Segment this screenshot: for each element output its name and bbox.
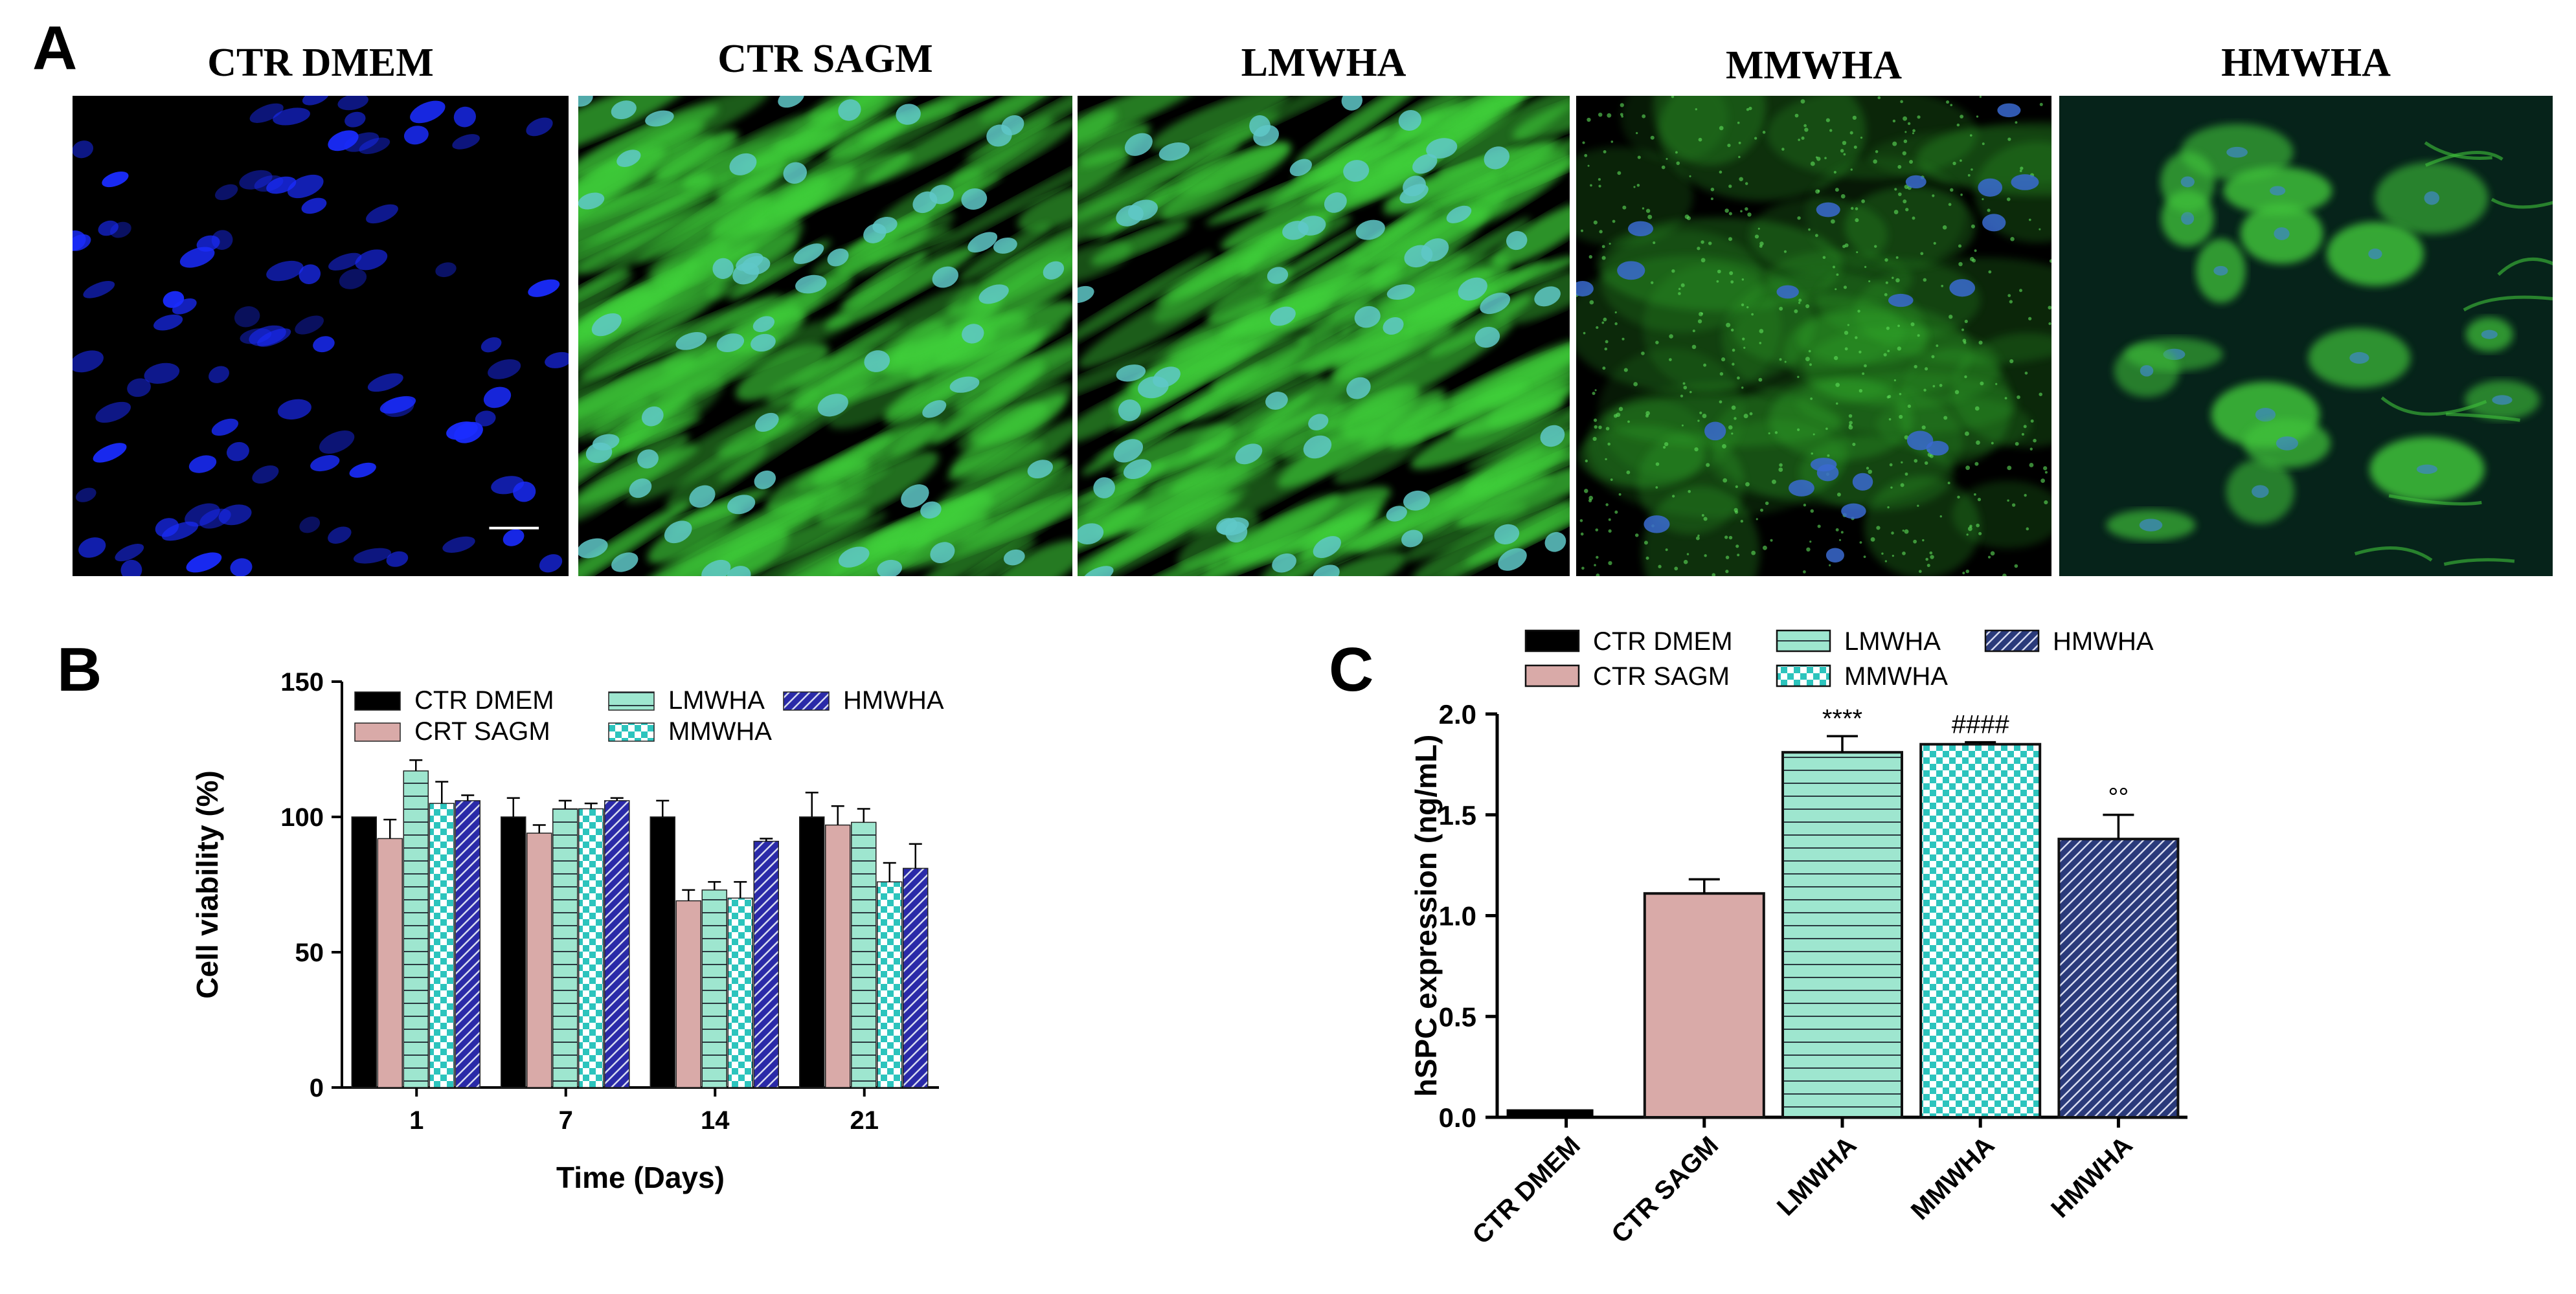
bar-lmwha-day-21 (851, 821, 877, 1088)
significance-marker: **** (1822, 704, 1862, 733)
bar-mmwha-day-1 (429, 803, 455, 1088)
x-tick-label: 21 (850, 1106, 879, 1135)
bar-crt-sagm-day-7 (526, 832, 552, 1088)
legend-swatch (1776, 629, 1831, 653)
micrograph-hmwha (2059, 96, 2553, 576)
bar-ctr-dmem-day-7 (501, 816, 526, 1088)
micrograph-title-lmwha: LMWHA (1241, 41, 1407, 85)
micrograph-title-mmwha: MMWHA (1725, 43, 1903, 87)
legend-label: CTR DMEM (1593, 627, 1733, 656)
panel-a-letter: A (32, 14, 78, 83)
legend-label: CTR SAGM (1593, 662, 1730, 691)
legend-swatch (354, 722, 401, 742)
x-tick-label: 14 (701, 1106, 730, 1135)
micrograph-title-hmwha: HMWHA (2221, 41, 2391, 85)
y-axis-label: Cell viability (%) (190, 770, 224, 999)
significance-marker: °° (2108, 783, 2129, 812)
legend-label: LMWHA (668, 686, 765, 715)
legend-label: HMWHA (843, 686, 944, 715)
legend-swatch (608, 691, 655, 711)
micrograph-title-ctr-dmem: CTR DMEM (207, 41, 434, 85)
bar-crt-sagm-day-1 (377, 838, 403, 1088)
cell-viability-chart: 0 50 100 150 1 7 14 21 Time (Days) Cell viability… (190, 668, 944, 1194)
bar-crt-sagm-day-14 (675, 900, 701, 1088)
bar-ctr-dmem-day-1 (351, 816, 377, 1088)
bar-mmwha-day-14 (727, 897, 753, 1088)
bar-ctr-dmem-day-14 (650, 816, 675, 1088)
micrograph-title-ctr-sagm: CTR SAGM (717, 37, 933, 81)
legend-label: LMWHA (1844, 627, 1941, 656)
bar-ctr-dmem-day-21 (799, 816, 825, 1088)
bar-hmwha-day-21 (903, 867, 929, 1088)
legend-label: MMWHA (668, 717, 772, 746)
x-axis-label: Time (Days) (556, 1161, 725, 1194)
y-tick-label: 0 (310, 1074, 324, 1102)
y-tick-label: 1.0 (1439, 901, 1476, 931)
bar-mmwha-day-21 (877, 881, 903, 1088)
bar-hmwha-day-14 (753, 840, 779, 1088)
y-tick-label: 0.5 (1439, 1001, 1476, 1032)
y-tick-label: 1.5 (1439, 800, 1476, 831)
y-tick-label: 0.0 (1439, 1102, 1476, 1133)
bar-ctr-dmem (1506, 1109, 1594, 1117)
x-tick-label: 1 (409, 1106, 424, 1135)
legend-swatch (1984, 629, 2040, 653)
bar-lmwha-day-14 (701, 889, 727, 1088)
x-tick-label: CTR DMEM (1467, 1131, 1586, 1250)
micrograph-lmwha (1078, 96, 1570, 576)
micrograph-texture (1576, 96, 2051, 576)
bar-hmwha-day-1 (455, 800, 480, 1088)
bar-hmwha (2057, 838, 2180, 1119)
micrograph-mmwha (1576, 96, 2051, 576)
legend-label: HMWHA (2053, 627, 2154, 656)
micrograph-texture (1078, 96, 1570, 576)
legend-swatch (1524, 664, 1580, 687)
bar-crt-sagm-day-21 (825, 824, 851, 1088)
bar-mmwha (1919, 742, 2042, 1119)
bar-lmwha (1781, 751, 1903, 1119)
legend-swatch (354, 691, 401, 711)
y-tick-label: 2.0 (1439, 699, 1476, 730)
legend-label: CTR DMEM (414, 686, 554, 715)
legend-label: MMWHA (1844, 662, 1948, 691)
bar-hmwha-day-7 (604, 800, 630, 1088)
bar-lmwha-day-1 (403, 770, 429, 1088)
x-tick-label: HMWHA (2046, 1131, 2138, 1223)
micrograph-ctr-sagm (578, 96, 1072, 576)
legend-swatch (608, 722, 655, 742)
micrograph-texture (2059, 96, 2553, 576)
bar-mmwha-day-7 (578, 808, 604, 1088)
x-tick-label: LMWHA (1772, 1131, 1862, 1221)
y-tick-label: 100 (280, 803, 324, 832)
y-axis-label: hSPC expression (ng/mL) (1409, 735, 1443, 1097)
bar-lmwha-day-7 (552, 808, 578, 1088)
micrograph-ctr-dmem (73, 96, 569, 576)
bar-ctr-sagm (1643, 892, 1765, 1119)
x-tick-label: 7 (559, 1106, 573, 1135)
panel-c-letter: C (1329, 635, 1374, 704)
x-tick-label: CTR SAGM (1606, 1131, 1724, 1249)
y-tick-label: 50 (295, 939, 324, 967)
y-tick-label: 150 (280, 668, 324, 697)
x-tick-label: MMWHA (1906, 1131, 2000, 1225)
legend-label: CRT SAGM (414, 717, 550, 746)
panel-b-letter: B (57, 635, 102, 704)
legend-swatch (783, 691, 830, 711)
micrograph-texture (578, 96, 1072, 576)
micrograph-texture (73, 96, 569, 576)
significance-marker: #### (1952, 711, 2010, 739)
legend-swatch (1524, 629, 1580, 653)
legend-swatch (1776, 664, 1831, 687)
